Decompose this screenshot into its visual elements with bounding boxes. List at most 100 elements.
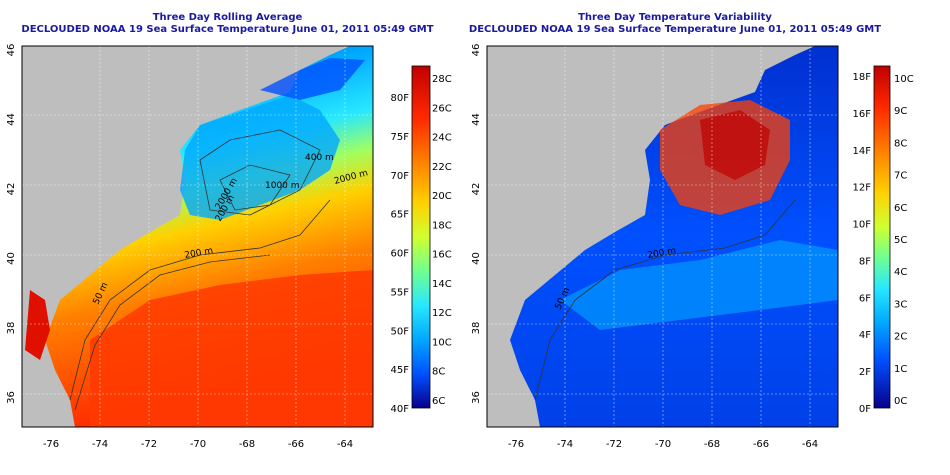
colorbar-fahrenheit-label: 16F [853,109,872,120]
bathymetry-contour-label: 50 m [92,281,111,306]
longitude-tick-label: -68 [239,439,255,450]
colorbar-celsius-label: 24C [432,133,452,144]
high-variability-core [700,110,770,180]
left-map-title-line2: DECLOUDED NOAA 19 Sea Surface Temperatur… [21,24,434,35]
colorbar-fahrenheit-label: 4F [859,330,871,341]
colorbar-celsius-label: 18C [432,220,452,231]
latitude-tick-label: 40 [6,252,17,265]
bathymetry-contour-label: 200 m [214,194,237,224]
longitude-tick-label: -76 [508,439,524,450]
colorbar-celsius-label: 5C [894,235,907,246]
longitude-tick-label: -70 [190,439,206,450]
land-background [487,46,838,427]
gulf-stream-warm-water [90,270,373,427]
colorbar-celsius-label: 1C [894,364,907,375]
colorbar-fahrenheit-label: 50F [391,326,410,337]
right-map-area [487,46,838,427]
bathymetry-contour-label: 2000 m [214,177,240,212]
colorbar-fahrenheit-label: 75F [391,132,410,143]
bathymetry-contour-label: 200 m [184,246,214,261]
colorbar-celsius-label: 4C [894,267,907,278]
latitude-tick-label: 44 [471,113,482,126]
latitude-tick-label: 44 [6,113,17,126]
colorbar-fahrenheit-label: 55F [391,287,410,298]
colorbar-fahrenheit-label: 65F [391,210,410,221]
colorbar-fahrenheit-label: 45F [391,365,410,376]
colorbar-celsius-label: 14C [432,279,452,290]
right-map-title: Three Day Temperature Variability DECLOU… [455,12,895,36]
right-map-title-line1: Three Day Temperature Variability [578,12,772,23]
latitude-tick-label: 46 [6,44,17,57]
colorbar-celsius-label: 3C [894,299,907,310]
latitude-tick-label: 36 [471,391,482,404]
latitude-tick-label: 42 [6,183,17,196]
bathymetry-contour-label: 200 m [647,246,677,261]
bathymetry-contour-label: 1000 m [265,181,300,191]
right-map-title-line2: DECLOUDED NOAA 19 Sea Surface Temperatur… [468,24,882,35]
colorbar-fahrenheit-label: 8F [859,256,871,267]
colorbar-fahrenheit-label: 6F [859,293,871,304]
left-map-area [22,46,373,427]
land-background [22,46,373,427]
latitude-tick-label: 38 [471,322,482,335]
colorbar-celsius-label: 8C [432,367,445,378]
colorbar-celsius-label: 22C [432,162,452,173]
right-colorbar [873,65,891,409]
colorbar-fahrenheit-label: 40F [391,404,410,415]
bathymetry-contour-label: 400 m [305,153,334,163]
colorbar-celsius-label: 10C [432,337,452,348]
continental-shelf-contour [534,199,796,401]
latitude-tick-label: 36 [6,391,17,404]
left-map-frame [21,45,374,428]
colorbar-fahrenheit-label: 18F [853,72,872,83]
colorbar-celsius-label: 7C [894,171,907,182]
colorbar-celsius-label: 12C [432,308,452,319]
latitude-tick-label: 40 [471,252,482,265]
colorbar-celsius-label: 6C [432,396,445,407]
colorbar-celsius-label: 28C [432,74,452,85]
longitude-tick-label: -66 [753,439,769,450]
gulf-of-maine-contour [199,129,321,216]
continental-shelf-contour [69,199,331,411]
longitude-tick-label: -64 [802,439,818,450]
colorbar-celsius-label: 6C [894,203,907,214]
graticule [487,46,838,427]
longitude-tick-label: -72 [141,439,157,450]
longitude-tick-label: -70 [655,439,671,450]
colorbar-fahrenheit-label: 14F [853,146,872,157]
colorbar-fahrenheit-label: 80F [391,93,410,104]
latitude-tick-label: 46 [471,44,482,57]
longitude-tick-label: -64 [337,439,353,450]
longitude-tick-label: -72 [606,439,622,450]
colorbar-fahrenheit-label: 0F [859,404,871,415]
colorbar-celsius-label: 10C [894,74,914,85]
colorbar-celsius-label: 2C [894,332,907,343]
longitude-tick-label: -66 [288,439,304,450]
high-variability-zone [660,100,790,215]
longitude-tick-label: -74 [92,439,108,450]
left-map-title-line1: Three Day Rolling Average [152,12,303,23]
colorbar-celsius-label: 8C [894,138,907,149]
colorbar-fahrenheit-label: 60F [391,249,410,260]
chesapeake-bay-water [25,290,50,360]
ocean-sst-field [45,46,373,427]
right-map-frame [486,45,839,428]
colorbar-celsius-label: 16C [432,250,452,261]
latitude-tick-label: 38 [6,322,17,335]
bathymetry-contour-label: 2000 m [333,168,369,187]
colorbar-celsius-label: 0C [894,396,907,407]
gulf-of-maine-cool-water [180,95,340,220]
longitude-tick-label: -76 [43,439,59,450]
colorbar-fahrenheit-label: 10F [853,220,872,231]
moderate-variability-zone [560,240,838,330]
left-colorbar [411,65,431,409]
colorbar-celsius-label: 9C [894,106,907,117]
left-map-title: Three Day Rolling Average DECLOUDED NOAA… [0,12,455,36]
colorbar-celsius-label: 20C [432,191,452,202]
colorbar-fahrenheit-label: 2F [859,367,871,378]
bathymetry-contour-label: 50 m [554,286,573,311]
bay-of-fundy-cold-water [260,58,365,100]
longitude-tick-label: -74 [557,439,573,450]
ocean-variability-field [510,46,838,427]
